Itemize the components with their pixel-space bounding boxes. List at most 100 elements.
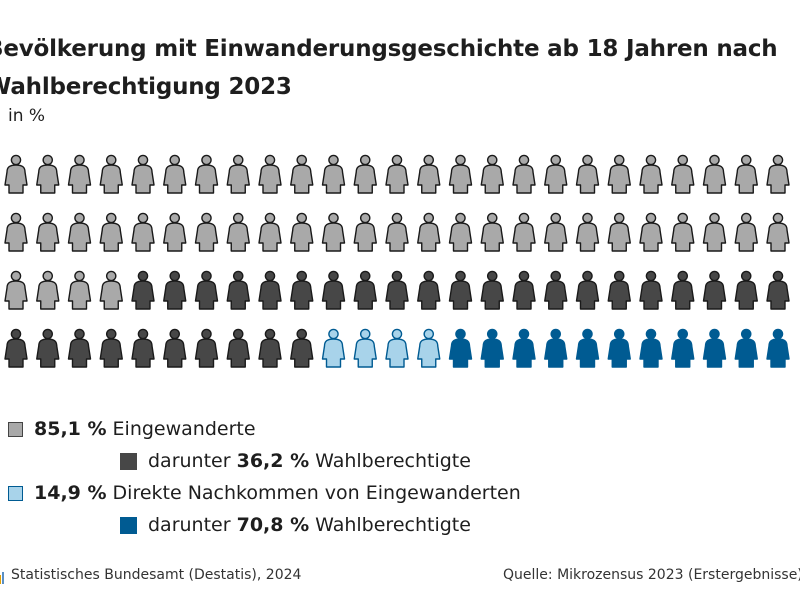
figure-eingewanderte xyxy=(99,212,123,252)
figure-eingewanderte-wahlberechtigt xyxy=(194,328,219,368)
figure-eingewanderte-wahlberechtigt xyxy=(226,270,250,310)
figure-eingewanderte xyxy=(512,154,536,194)
figure-eingewanderte xyxy=(321,154,346,194)
figure-eingewanderte xyxy=(480,212,504,252)
figure-nachkommen-wahlberechtigt xyxy=(544,328,568,368)
pictogram-chart xyxy=(4,154,790,368)
figure-eingewanderte-wahlberechtigt xyxy=(385,270,409,310)
figure-eingewanderte-wahlberechtigt xyxy=(639,270,663,310)
destatis-logo-icon xyxy=(0,568,5,584)
figure-eingewanderte-wahlberechtigt xyxy=(512,270,536,310)
figure-eingewanderte-wahlberechtigt xyxy=(226,328,250,368)
figure-eingewanderte-wahlberechtigt xyxy=(131,270,155,310)
figure-eingewanderte xyxy=(258,212,282,252)
footer-publisher: Statistisches Bundesamt (Destatis), 2024 xyxy=(0,567,301,584)
figure-eingewanderte xyxy=(671,212,695,252)
figure-eingewanderte-wahlberechtigt xyxy=(702,270,727,310)
figure-nachkommen-wahlberechtigt xyxy=(607,328,631,368)
figure-eingewanderte-wahlberechtigt xyxy=(36,328,60,368)
figure-eingewanderte xyxy=(448,154,473,194)
figure-eingewanderte xyxy=(163,212,187,252)
figure-eingewanderte-wahlberechtigt xyxy=(766,270,790,310)
figure-eingewanderte-wahlberechtigt xyxy=(163,328,187,368)
figure-nachkommen-wahlberechtigt xyxy=(448,328,473,368)
legend-label-wahlberechtigte: Wahlberechtigte xyxy=(315,514,471,536)
figure-nachkommen-wahlberechtigt xyxy=(639,328,663,368)
figure-eingewanderte xyxy=(290,212,314,252)
legend-prefix: darunter xyxy=(148,514,231,536)
figure-eingewanderte xyxy=(544,154,568,194)
figure-eingewanderte xyxy=(353,154,377,194)
legend-value-eingewanderte: 85,1 % xyxy=(34,418,107,440)
figure-eingewanderte-wahlberechtigt xyxy=(480,270,504,310)
figure-eingewanderte-wahlberechtigt xyxy=(99,328,123,368)
figure-nachkommen xyxy=(385,328,409,368)
figure-eingewanderte-wahlberechtigt xyxy=(194,270,219,310)
legend-swatch-eingewanderte xyxy=(8,421,23,437)
figure-eingewanderte-wahlberechtigt xyxy=(448,270,473,310)
figure-eingewanderte-wahlberechtigt xyxy=(131,328,155,368)
figure-nachkommen-wahlberechtigt xyxy=(480,328,504,368)
figure-eingewanderte xyxy=(67,212,92,252)
figure-nachkommen-wahlberechtigt xyxy=(512,328,536,368)
legend-item-eingewanderte: 85,1 % Eingewanderte xyxy=(8,418,256,440)
figure-eingewanderte-wahlberechtigt xyxy=(321,270,346,310)
chart-title: Bevölkerung mit Einwanderungsgeschichte … xyxy=(0,36,778,100)
figure-eingewanderte-wahlberechtigt xyxy=(258,328,282,368)
figure-eingewanderte xyxy=(353,212,377,252)
figure-nachkommen xyxy=(417,328,441,368)
figure-eingewanderte xyxy=(321,212,346,252)
figure-eingewanderte xyxy=(163,154,187,194)
figure-eingewanderte xyxy=(67,154,92,194)
figure-eingewanderte xyxy=(99,154,123,194)
legend-prefix: darunter xyxy=(148,450,231,472)
figure-eingewanderte xyxy=(226,154,250,194)
figure-eingewanderte-wahlberechtigt xyxy=(734,270,758,310)
figure-eingewanderte-wahlberechtigt xyxy=(290,328,314,368)
legend-item-nachkommen-wahlberechtigt: darunter 70,8 % Wahlberechtigte xyxy=(120,514,471,536)
figure-eingewanderte xyxy=(385,212,409,252)
figure-nachkommen-wahlberechtigt xyxy=(575,328,600,368)
figure-eingewanderte-wahlberechtigt xyxy=(671,270,695,310)
legend-swatch-nachkommen-wahlberechtigt xyxy=(120,516,137,534)
figure-eingewanderte xyxy=(4,212,28,252)
figure-eingewanderte xyxy=(512,212,536,252)
figure-eingewanderte xyxy=(4,154,28,194)
figure-eingewanderte xyxy=(36,212,60,252)
figure-eingewanderte xyxy=(734,154,758,194)
figure-eingewanderte xyxy=(607,154,631,194)
unit-label: in % xyxy=(8,106,46,126)
figure-eingewanderte-wahlberechtigt xyxy=(67,328,92,368)
figure-eingewanderte-wahlberechtigt xyxy=(290,270,314,310)
figure-eingewanderte xyxy=(194,212,219,252)
figure-eingewanderte xyxy=(417,212,441,252)
figure-nachkommen xyxy=(353,328,377,368)
figure-eingewanderte xyxy=(575,212,600,252)
figure-eingewanderte xyxy=(639,212,663,252)
figure-eingewanderte xyxy=(702,212,727,252)
figure-eingewanderte xyxy=(766,154,790,194)
figure-eingewanderte xyxy=(607,212,631,252)
figure-eingewanderte xyxy=(385,154,409,194)
figure-eingewanderte xyxy=(544,212,568,252)
legend-value-nachkommen: 14,9 % xyxy=(34,482,107,504)
figure-nachkommen-wahlberechtigt xyxy=(671,328,695,368)
figure-nachkommen xyxy=(321,328,346,368)
figure-eingewanderte xyxy=(639,154,663,194)
figure-eingewanderte-wahlberechtigt xyxy=(544,270,568,310)
figure-eingewanderte xyxy=(702,154,727,194)
figure-eingewanderte xyxy=(258,154,282,194)
figure-eingewanderte xyxy=(4,270,28,310)
figure-nachkommen-wahlberechtigt xyxy=(702,328,727,368)
legend-label-eingewanderte: Eingewanderte xyxy=(112,418,256,440)
figure-eingewanderte xyxy=(226,212,250,252)
figure-eingewanderte-wahlberechtigt xyxy=(258,270,282,310)
legend-value-eingewanderte-wahlberechtigt: 36,2 % xyxy=(236,450,310,472)
figure-eingewanderte xyxy=(417,154,441,194)
figure-eingewanderte-wahlberechtigt xyxy=(4,328,28,368)
figure-eingewanderte-wahlberechtigt xyxy=(607,270,631,310)
figure-eingewanderte xyxy=(67,270,92,310)
legend-item-eingewanderte-wahlberechtigt: darunter 36,2 % Wahlberechtigte xyxy=(120,450,471,472)
legend-swatch-nachkommen xyxy=(8,485,23,501)
figure-nachkommen-wahlberechtigt xyxy=(766,328,790,368)
